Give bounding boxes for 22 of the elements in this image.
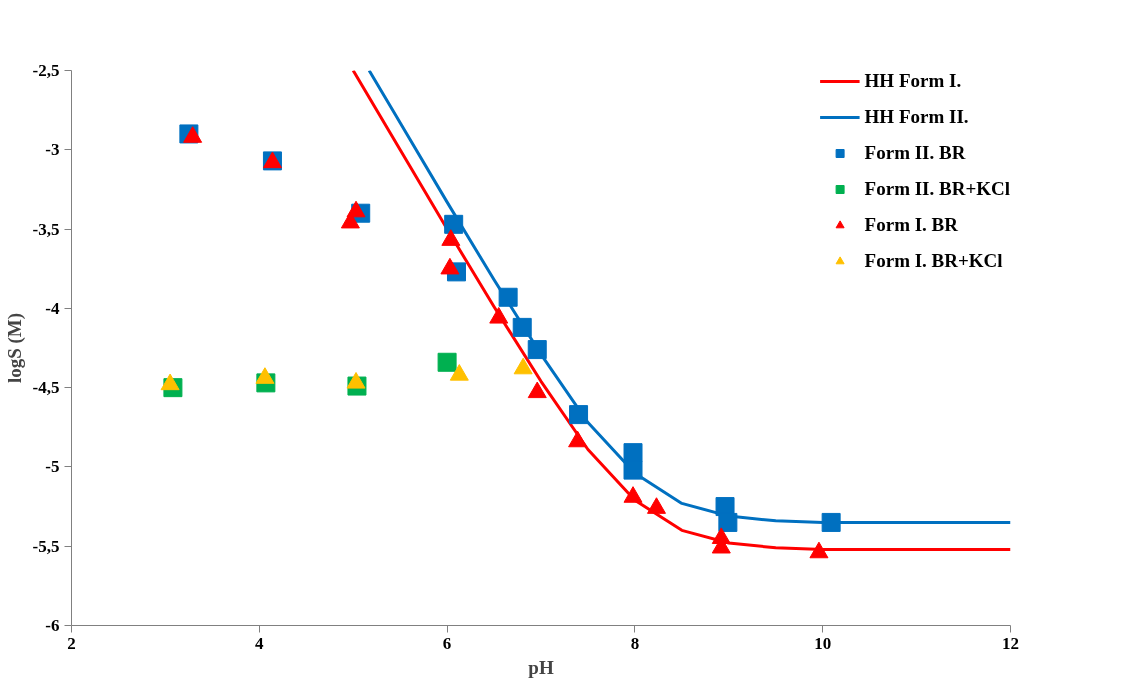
x-tick-label: 12 [1002, 633, 1019, 653]
x-tick-label: 6 [442, 633, 452, 653]
legend-label: HH Form I. [864, 70, 962, 92]
x-tick-label: 2 [67, 633, 76, 653]
y-tick-label: -4,5 [32, 378, 60, 398]
y-tick-label: -4 [45, 298, 60, 318]
x-axis-title: pH [528, 656, 554, 678]
legend-label: Form I. BR+KCl [864, 250, 1003, 272]
x-tick-label: 8 [630, 633, 640, 653]
y-tick-label: -5 [45, 457, 60, 477]
y-tick-label: -3,5 [32, 219, 60, 239]
legend-label: Form II. BR [864, 142, 966, 164]
x-tick-label: 10 [814, 633, 832, 653]
legend-label: HH Form II. [864, 106, 969, 128]
y-tick-label: -5,5 [32, 536, 60, 556]
y-tick-label: -6 [45, 616, 60, 635]
x-tick-label: 4 [255, 633, 265, 653]
y-tick-label: -2,5 [32, 61, 60, 80]
legend-label: Form I. BR [864, 214, 958, 236]
y-tick-label: -3 [45, 140, 60, 160]
y-axis-title: logS (M) [3, 312, 26, 384]
legend-label: Form II. BR+KCl [864, 178, 1010, 200]
